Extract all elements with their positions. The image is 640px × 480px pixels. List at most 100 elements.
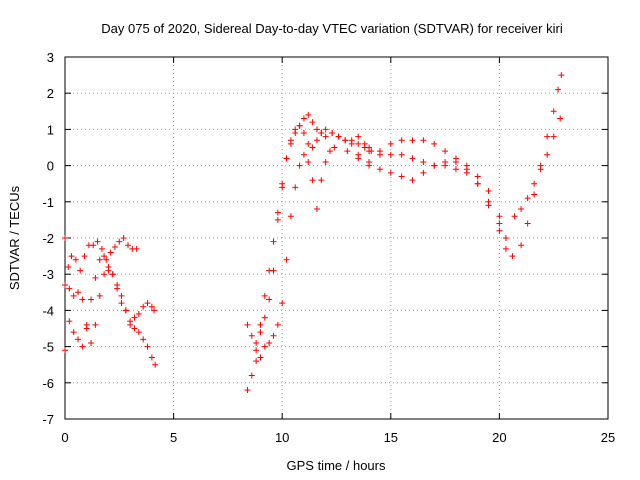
y-tick-label: 0 [47, 159, 54, 174]
data-point [101, 271, 108, 278]
data-point [116, 238, 123, 245]
data-point [144, 343, 151, 350]
data-point [81, 253, 88, 260]
data-point [133, 245, 140, 252]
data-point [331, 144, 338, 151]
data-point [309, 119, 316, 126]
data-point [62, 347, 68, 354]
data-point [103, 256, 110, 263]
data-point [398, 151, 405, 158]
data-point [151, 307, 158, 314]
data-point [309, 144, 316, 151]
data-point [463, 162, 470, 169]
data-point [387, 151, 394, 158]
grid-lines [65, 57, 608, 419]
series-track-5 [244, 111, 375, 346]
data-point [62, 282, 68, 289]
data-point [261, 292, 268, 299]
data-point [366, 162, 373, 169]
data-point [409, 177, 416, 184]
data-point [257, 321, 264, 328]
data-points [62, 72, 565, 394]
data-point [96, 292, 103, 299]
data-point [398, 137, 405, 144]
data-point [274, 209, 281, 216]
x-tick-label: 20 [492, 430, 506, 445]
series-track-1 [62, 235, 140, 289]
series-track-9 [355, 151, 509, 241]
data-point [485, 187, 492, 194]
data-point [77, 267, 84, 274]
data-point [152, 361, 159, 368]
data-point [518, 242, 525, 249]
data-point [366, 144, 373, 151]
data-point [140, 303, 147, 310]
data-point [296, 162, 303, 169]
data-point [313, 137, 320, 144]
data-point [550, 108, 557, 115]
x-tick-label: 10 [275, 430, 289, 445]
data-point [348, 137, 355, 144]
data-point [296, 122, 303, 129]
data-point [135, 329, 142, 336]
data-point [355, 133, 362, 140]
data-point [107, 249, 114, 256]
data-point [544, 133, 551, 140]
data-point [361, 140, 368, 147]
data-point [92, 321, 99, 328]
data-point [531, 180, 538, 187]
data-point [442, 158, 449, 165]
series-track-3 [62, 267, 159, 368]
data-point [502, 245, 509, 252]
data-point [90, 242, 97, 249]
data-point [111, 244, 118, 251]
y-tick-label: 1 [47, 122, 54, 137]
plot-frame [64, 56, 609, 420]
data-point [318, 177, 325, 184]
data-point [140, 336, 147, 343]
data-point [118, 300, 125, 307]
y-tick-label: 2 [47, 86, 54, 101]
data-point [274, 216, 281, 223]
data-point [98, 245, 105, 252]
data-point [244, 387, 251, 394]
data-point [524, 195, 531, 202]
data-point [531, 191, 538, 198]
data-point [420, 169, 427, 176]
data-point [248, 332, 255, 339]
data-point [88, 339, 95, 346]
data-point [122, 307, 129, 314]
y-tick-label: -5 [42, 340, 54, 355]
data-point [244, 321, 251, 328]
data-point [253, 358, 260, 365]
data-point [283, 256, 290, 263]
data-point [355, 151, 362, 158]
data-point [127, 318, 134, 325]
data-point [485, 202, 492, 209]
data-point [131, 325, 138, 332]
data-point [75, 289, 82, 296]
data-point [387, 140, 394, 147]
data-point [253, 339, 260, 346]
y-tick-label: 3 [47, 50, 54, 65]
data-point [550, 133, 557, 140]
data-point [62, 235, 68, 241]
data-point [287, 140, 294, 147]
data-point [335, 133, 342, 140]
data-point [376, 166, 383, 173]
data-point [283, 155, 290, 162]
data-point [420, 137, 427, 144]
data-point [66, 285, 73, 292]
data-point [342, 137, 349, 144]
data-point [305, 111, 312, 118]
data-point [509, 253, 516, 260]
data-point [70, 329, 77, 336]
data-point [253, 347, 260, 354]
data-point [318, 130, 325, 137]
data-point [452, 166, 459, 173]
data-point [292, 184, 299, 191]
data-point [474, 173, 481, 180]
data-point [558, 72, 565, 79]
data-point [537, 166, 544, 173]
data-point [431, 140, 438, 147]
